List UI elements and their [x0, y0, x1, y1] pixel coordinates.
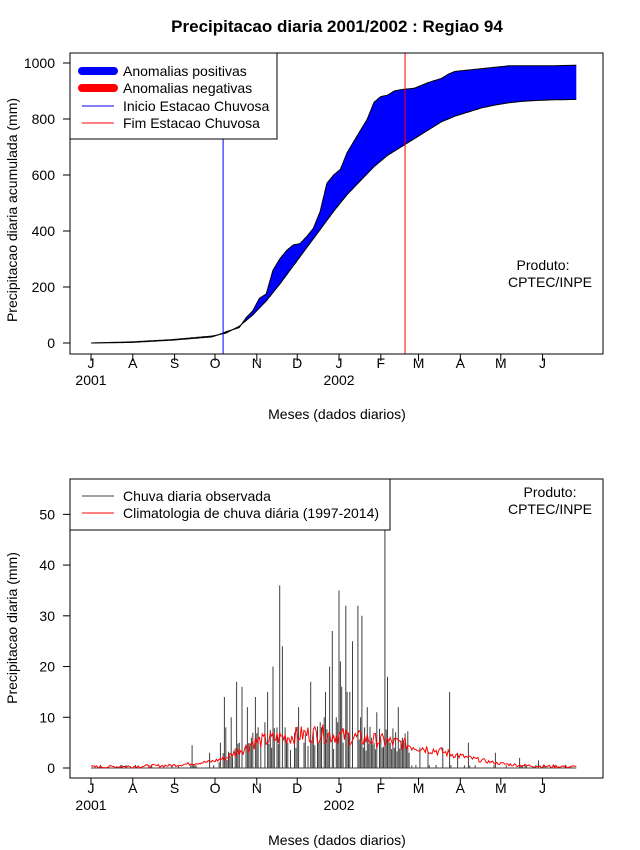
top-x-tick-label: A	[128, 355, 138, 371]
bottom-year-label: 2001	[75, 797, 106, 813]
top-y-tick-label: 1000	[24, 55, 55, 71]
top-y-tick-label: 800	[32, 111, 56, 127]
top-y-axis-label: Precipitacao diaria acumulada (mm)	[4, 98, 20, 322]
top-y-tick-label: 400	[32, 223, 56, 239]
top-annotation-line1: Produto:	[517, 257, 570, 273]
bottom-y-axis-label: Precipitacao diaria (mm)	[4, 552, 20, 704]
top-legend: Anomalias positivas Anomalias negativas …	[69, 52, 278, 140]
legend-label-observed: Chuva diaria observada	[123, 488, 271, 504]
top-x-tick-label: N	[252, 355, 262, 371]
top-annotation-line2: CPTEC/INPE	[508, 274, 592, 290]
legend-label-end: Fim Estacao Chuvosa	[123, 115, 260, 131]
bottom-y-tick-label: 50	[39, 506, 55, 522]
bottom-x-tick-label: M	[495, 780, 507, 796]
top-year-label: 2002	[323, 372, 354, 388]
bottom-x-tick-label: J	[88, 780, 95, 796]
bottom-x-tick-label: N	[252, 780, 262, 796]
climatology-daily-line	[90, 724, 577, 769]
top-year-label: 2001	[75, 372, 106, 388]
top-x-tick-label: O	[210, 355, 221, 371]
bottom-x-axis-label: Meses (dados diarios)	[268, 832, 406, 848]
bottom-x-tick-label: F	[377, 780, 386, 796]
bottom-x-tick-label: J	[539, 780, 546, 796]
top-x-tick-label: F	[377, 355, 386, 371]
climatology-cumulative-line	[91, 98, 577, 344]
negative-anomaly-area	[92, 334, 220, 343]
bottom-x-tick-label: S	[170, 780, 179, 796]
bottom-legend: Chuva diaria observada Climatologia de c…	[69, 478, 391, 531]
top-y-tick-label: 0	[47, 335, 55, 351]
legend-label-climatology: Climatologia de chuva diária (1997-2014)	[123, 505, 379, 521]
bottom-legend-box	[69, 478, 391, 531]
top-x-tick-label: A	[456, 355, 466, 371]
observed-cumulative-line	[91, 64, 577, 344]
legend-label-negative: Anomalias negativas	[123, 80, 252, 96]
top-x-tick-label: J	[336, 355, 343, 371]
bottom-x-tick-label: J	[336, 780, 343, 796]
bottom-y-tick-label: 20	[39, 659, 55, 675]
top-x-axis-label: Meses (dados diarios)	[268, 406, 406, 422]
top-x-tick-label: M	[495, 355, 507, 371]
bottom-y-tick-label: 10	[39, 709, 55, 725]
bottom-y-tick-label: 40	[39, 557, 55, 573]
top-plot-frame	[69, 52, 604, 355]
legend-label-positive: Anomalias positivas	[123, 63, 247, 79]
bottom-y-tick-label: 0	[47, 760, 55, 776]
bottom-annotation-line2: CPTEC/INPE	[508, 501, 592, 517]
bottom-x-tick-label: A	[456, 780, 466, 796]
bottom-x-tick-label: O	[210, 780, 221, 796]
legend-label-onset: Inicio Estacao Chuvosa	[123, 98, 270, 114]
bottom-x-tick-label: D	[292, 780, 302, 796]
bottom-x-tick-label: A	[128, 780, 138, 796]
chart-title: Precipitacao diaria 2001/2002 : Regiao 9…	[171, 17, 503, 36]
positive-anomaly-area	[242, 65, 577, 324]
top-x-tick-label: S	[170, 355, 179, 371]
top-legend-box	[69, 52, 278, 140]
top-y-tick-label: 200	[32, 279, 56, 295]
top-x-tick-label: D	[292, 355, 302, 371]
top-y-tick-label: 600	[32, 167, 56, 183]
bottom-year-label: 2002	[323, 797, 354, 813]
bottom-annotation-line1: Produto:	[524, 484, 577, 500]
bottom-y-tick-label: 30	[39, 608, 55, 624]
top-x-tick-label: J	[539, 355, 546, 371]
observed-daily-rain-bars	[99, 514, 566, 768]
top-x-tick-label: J	[88, 355, 95, 371]
bottom-x-tick-label: M	[413, 780, 425, 796]
top-x-tick-label: M	[413, 355, 425, 371]
